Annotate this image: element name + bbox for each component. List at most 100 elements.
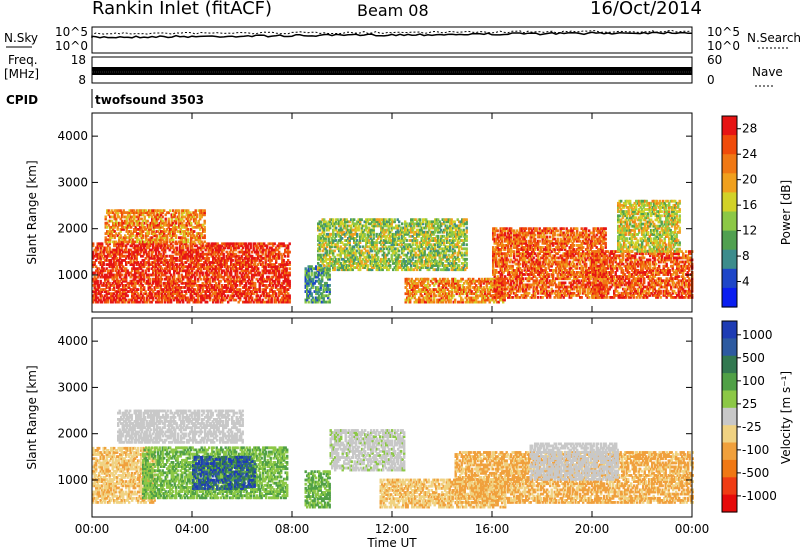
range-cell xyxy=(200,278,202,281)
nsky-label: N.Sky xyxy=(4,31,38,45)
range-cell xyxy=(394,218,396,221)
range-cell xyxy=(289,251,291,254)
range-cell xyxy=(283,259,285,262)
range-cell xyxy=(289,280,291,283)
range-cell xyxy=(239,288,241,291)
nsky-top-tick: 10^5 xyxy=(55,25,88,39)
range-cell xyxy=(257,267,259,270)
range-cell xyxy=(100,280,102,283)
range-cell xyxy=(204,241,206,244)
range-cell xyxy=(466,247,468,250)
range-cell xyxy=(220,280,222,283)
range-cell xyxy=(204,226,206,229)
range-cell xyxy=(367,264,369,267)
range-cell xyxy=(289,261,291,264)
range-cell xyxy=(329,288,331,291)
freq-label-line2: [MHz] xyxy=(4,67,39,81)
freq-label-line1: Freq. xyxy=(8,53,38,67)
range-cell xyxy=(328,268,330,271)
range-cell xyxy=(196,213,198,216)
nsearch-top-tick: 10^5 xyxy=(707,25,740,39)
range-cell xyxy=(235,299,237,302)
range-cell xyxy=(120,234,122,237)
range-cell xyxy=(236,284,238,287)
range-cell xyxy=(181,290,183,293)
range-cell xyxy=(201,241,203,244)
range-cell xyxy=(341,237,343,240)
range-cell xyxy=(161,278,163,281)
range-cell xyxy=(145,290,147,293)
range-cell xyxy=(193,230,195,233)
range-cell xyxy=(361,218,363,221)
range-cell xyxy=(251,297,253,300)
range-cell xyxy=(274,242,276,245)
range-cell xyxy=(115,241,117,244)
freq-bottom-tick: 8 xyxy=(78,73,86,87)
range-cell xyxy=(121,274,123,277)
range-cell xyxy=(250,242,252,245)
range-cell xyxy=(105,216,107,219)
range-cell xyxy=(232,259,234,262)
range-cell xyxy=(187,228,189,231)
range-cell xyxy=(400,256,402,259)
range-cell xyxy=(377,256,379,259)
range-cell xyxy=(329,299,331,302)
range-cell xyxy=(143,286,145,289)
range-cell xyxy=(335,227,337,230)
range-cell xyxy=(364,233,366,236)
range-cell xyxy=(463,229,465,232)
range-cell xyxy=(195,209,197,212)
range-cell xyxy=(142,269,144,272)
range-cell xyxy=(204,220,206,223)
range-cell xyxy=(466,262,468,265)
range-cell xyxy=(202,272,204,275)
range-cell xyxy=(311,292,313,295)
range-cell xyxy=(332,218,334,221)
range-cell xyxy=(289,242,291,245)
range-cell xyxy=(175,241,177,244)
range-cell xyxy=(284,255,286,258)
range-cell xyxy=(144,216,146,219)
range-cell xyxy=(176,247,178,250)
range-cell xyxy=(172,244,174,247)
range-cell xyxy=(275,292,277,295)
range-cell xyxy=(466,218,468,221)
range-cell xyxy=(204,209,206,212)
range-cell xyxy=(187,238,189,241)
range-cell xyxy=(398,250,400,253)
range-cell xyxy=(353,218,355,221)
range-cell xyxy=(127,294,129,297)
range-cell xyxy=(183,220,185,223)
nsearch-bottom-tick: 10^0 xyxy=(707,39,740,53)
cpid-label: CPID xyxy=(6,93,38,107)
range-cell xyxy=(454,220,456,223)
range-cell xyxy=(289,272,291,275)
range-cell xyxy=(172,238,174,241)
range-cell xyxy=(289,267,291,270)
range-cell xyxy=(206,301,208,304)
range-cell xyxy=(190,222,192,225)
range-cell xyxy=(356,233,358,236)
range-cell xyxy=(169,209,171,212)
range-cell xyxy=(289,294,291,297)
nsky-panel-frame xyxy=(92,27,692,53)
range-cell xyxy=(178,209,180,212)
range-cell xyxy=(323,264,325,267)
range-cell xyxy=(147,220,149,223)
range-cell xyxy=(137,288,139,291)
range-cell xyxy=(162,216,164,219)
range-cell xyxy=(223,253,225,256)
range-cell xyxy=(334,250,336,253)
range-cell xyxy=(466,243,468,246)
range-cell xyxy=(187,244,189,247)
range-cell xyxy=(466,258,468,261)
nave-label: Nave xyxy=(752,65,783,79)
data-cells xyxy=(92,200,693,304)
range-cell xyxy=(398,220,400,223)
range-cell xyxy=(454,250,456,253)
range-cell xyxy=(326,250,328,253)
range-cell xyxy=(448,268,450,271)
range-cell xyxy=(204,234,206,237)
range-cell xyxy=(329,284,331,287)
